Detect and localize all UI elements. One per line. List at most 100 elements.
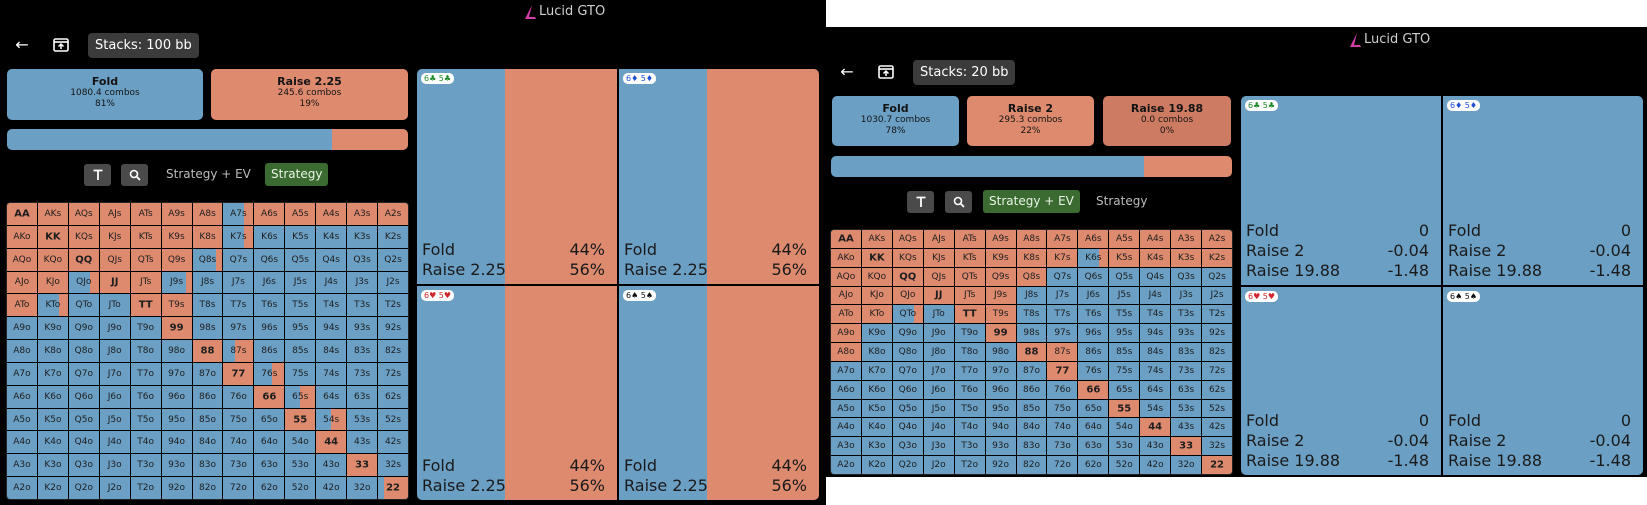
action-fold[interactable]: Fold 1080.4 combos 81% <box>7 69 203 120</box>
hand-cell[interactable]: 55 <box>1109 399 1140 418</box>
hand-cell[interactable]: AQs <box>68 203 99 225</box>
hand-cell[interactable]: 93o <box>985 437 1016 456</box>
hand-cell[interactable]: Q6o <box>892 380 923 399</box>
hand-cell[interactable]: K9s <box>985 248 1016 267</box>
hand-cell[interactable]: KTo <box>861 305 892 324</box>
hand-cell[interactable]: 96o <box>161 385 192 408</box>
hand-cell[interactable]: K4o <box>861 418 892 437</box>
hand-cell[interactable]: K9o <box>37 317 68 340</box>
hand-cell[interactable]: T3s <box>347 294 378 317</box>
hand-cell[interactable]: 83s <box>347 340 378 362</box>
hand-cell[interactable]: J6s <box>254 271 285 294</box>
hand-cell[interactable]: 73s <box>347 362 378 385</box>
hand-cell[interactable]: QQ <box>68 248 99 271</box>
hand-cell[interactable]: K6s <box>1078 248 1109 267</box>
hand-cell[interactable]: K7s <box>223 225 254 248</box>
hand-cell[interactable]: JJ <box>923 286 954 305</box>
hand-cell[interactable]: A6o <box>831 380 861 399</box>
hand-cell[interactable]: 53s <box>347 408 378 431</box>
hand-cell[interactable]: 83s <box>1171 343 1202 361</box>
hand-cell[interactable]: 64o <box>1078 418 1109 437</box>
hand-cell[interactable]: JJ <box>99 271 130 294</box>
hand-cell[interactable]: KK <box>37 225 68 248</box>
hand-cell[interactable]: A4s <box>316 203 347 225</box>
hand-cell[interactable]: T2o <box>954 456 985 474</box>
hand-cell[interactable]: KK <box>861 248 892 267</box>
hand-cell[interactable]: J2o <box>99 477 130 499</box>
hand-cell[interactable]: A6o <box>7 385 37 408</box>
hand-cell[interactable]: K6s <box>254 225 285 248</box>
hand-cell[interactable]: 54o <box>285 431 316 454</box>
hand-cell[interactable]: 94o <box>161 431 192 454</box>
hand-cell[interactable]: 52s <box>1202 399 1232 418</box>
hand-cell[interactable]: Q3o <box>68 454 99 477</box>
hand-cell[interactable]: 87s <box>1047 343 1078 361</box>
hand-cell[interactable]: T7o <box>130 362 161 385</box>
hand-cell[interactable]: T4o <box>954 418 985 437</box>
hand-cell[interactable]: 62s <box>378 385 408 408</box>
hand-cell[interactable]: Q3s <box>347 248 378 271</box>
hand-cell[interactable]: K7s <box>1047 248 1078 267</box>
hand-cell[interactable]: K5o <box>37 408 68 431</box>
hand-cell[interactable]: AA <box>831 230 861 248</box>
hand-cell[interactable]: Q3o <box>892 437 923 456</box>
hand-cell[interactable]: KJo <box>861 286 892 305</box>
hand-cell[interactable]: K3s <box>1171 248 1202 267</box>
hand-cell[interactable]: 75s <box>1109 361 1140 380</box>
hand-cell[interactable]: A9s <box>161 203 192 225</box>
hand-cell[interactable]: 76s <box>1078 361 1109 380</box>
hand-cell[interactable]: J4o <box>923 418 954 437</box>
hand-cell[interactable]: QTs <box>954 267 985 286</box>
hand-cell[interactable]: Q2o <box>892 456 923 474</box>
action-raise-large[interactable]: Raise 19.88 0.0 combos 0% <box>1103 96 1231 146</box>
hand-cell[interactable]: T6s <box>1078 305 1109 324</box>
action-raise-small[interactable]: Raise 2 295.3 combos 22% <box>967 96 1094 146</box>
hand-cell[interactable]: 64s <box>316 385 347 408</box>
hand-cell[interactable]: 62o <box>1078 456 1109 474</box>
hand-cell[interactable]: K4s <box>316 225 347 248</box>
hand-cell[interactable]: 83o <box>192 454 223 477</box>
hand-cell[interactable]: Q9o <box>892 324 923 343</box>
hand-cell[interactable]: A7s <box>1047 230 1078 248</box>
hand-cell[interactable]: A9o <box>831 324 861 343</box>
hand-cell[interactable]: 92s <box>1202 324 1232 343</box>
hand-cell[interactable]: J8o <box>923 343 954 361</box>
hand-cell[interactable]: Q7s <box>223 248 254 271</box>
hand-cell[interactable]: J2o <box>923 456 954 474</box>
hand-cell[interactable]: AA <box>7 203 37 225</box>
hand-cell[interactable]: ATo <box>7 294 37 317</box>
hand-cell[interactable]: K8s <box>1016 248 1047 267</box>
hand-cell[interactable]: 64s <box>1140 380 1171 399</box>
hand-cell[interactable]: 72o <box>223 477 254 499</box>
hand-cell[interactable]: Q6s <box>254 248 285 271</box>
hand-cell[interactable]: T8s <box>192 294 223 317</box>
hand-cell[interactable]: J2s <box>1202 286 1232 305</box>
hand-cell[interactable]: 73s <box>1171 361 1202 380</box>
hand-cell[interactable]: 65o <box>254 408 285 431</box>
hand-cell[interactable]: 88 <box>192 340 223 362</box>
hand-cell[interactable]: 32o <box>347 477 378 499</box>
tab-strategy[interactable]: Strategy <box>1096 194 1148 208</box>
hand-cell[interactable]: J7o <box>99 362 130 385</box>
hand-cell[interactable]: Q6s <box>1078 267 1109 286</box>
hand-cell[interactable]: 86s <box>254 340 285 362</box>
hand-cell[interactable]: 54s <box>316 408 347 431</box>
hand-cell[interactable]: 75s <box>285 362 316 385</box>
hand-cell[interactable]: A3s <box>347 203 378 225</box>
zoom-button[interactable] <box>121 164 148 186</box>
hand-cell[interactable]: J7s <box>223 271 254 294</box>
hand-cell[interactable]: A3s <box>1171 230 1202 248</box>
hand-cell[interactable]: JTs <box>130 271 161 294</box>
hand-cell[interactable]: ATs <box>130 203 161 225</box>
hand-cell[interactable]: J6o <box>99 385 130 408</box>
hand-cell[interactable]: Q8o <box>892 343 923 361</box>
hand-cell[interactable]: 55 <box>285 408 316 431</box>
text-toggle-button[interactable] <box>907 191 934 213</box>
hand-cell[interactable]: K3s <box>347 225 378 248</box>
hand-cell[interactable]: T6o <box>130 385 161 408</box>
hand-cell[interactable]: TT <box>130 294 161 317</box>
hand-cell[interactable]: Q8o <box>68 340 99 362</box>
hand-cell[interactable]: K2o <box>37 477 68 499</box>
hand-cell[interactable]: 65s <box>1109 380 1140 399</box>
hand-cell[interactable]: Q8s <box>1016 267 1047 286</box>
